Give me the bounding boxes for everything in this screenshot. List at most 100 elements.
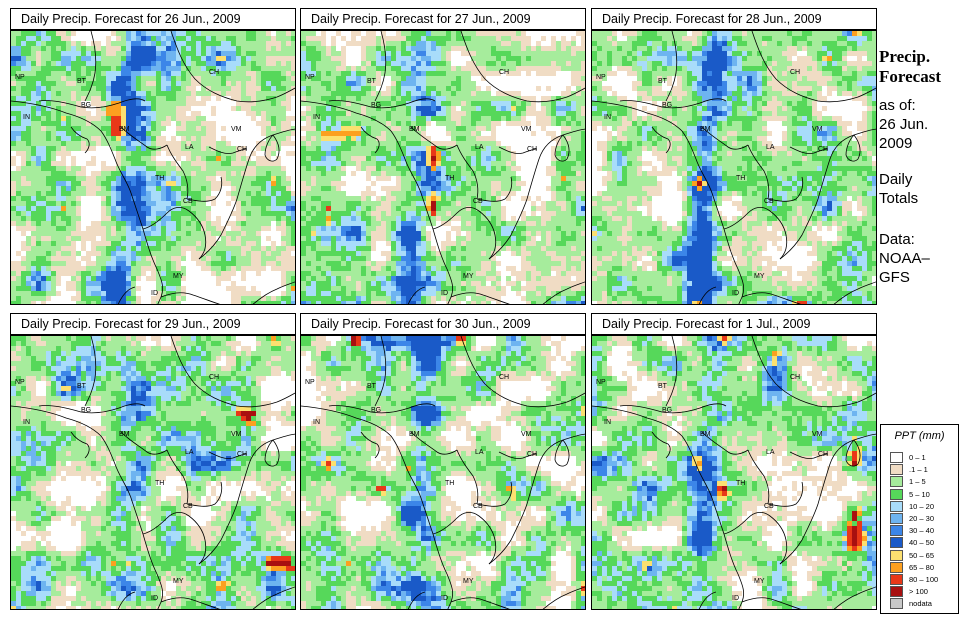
country-label-my: MY [173, 273, 184, 280]
legend-swatch [890, 561, 903, 573]
country-label-my: MY [754, 273, 765, 280]
legend-swatch [890, 574, 903, 585]
country-label-np: NP [596, 379, 606, 386]
country-label-cb: CB [473, 198, 483, 205]
country-label-bm: BM [700, 126, 711, 133]
country-label-id: ID [732, 290, 739, 297]
panel-title: Daily Precip. Forecast for 27 Jun., 2009 [300, 8, 586, 30]
country-label-id: ID [441, 290, 448, 297]
country-label-cb: CB [473, 503, 483, 510]
country-label-cb: CB [183, 503, 193, 510]
country-label-id: ID [151, 595, 158, 602]
country-label-bg: BG [662, 407, 672, 414]
country-label-bt: BT [77, 78, 87, 85]
country-label-la: LA [185, 144, 194, 151]
country-label-id: ID [732, 595, 739, 602]
as-of-day: 26 Jun. [879, 116, 929, 133]
country-label-np: NP [305, 379, 315, 386]
country-label-vm: VM [812, 126, 823, 133]
forecast-panel-1: Daily Precip. Forecast for 26 Jun., 2009… [10, 8, 296, 305]
precip-map-svg: NP BT BG CH IN BM VM LA TH CB MY ID CH [592, 31, 876, 304]
legend-label: 50 – 65 [909, 550, 935, 560]
forecast-panel-2: Daily Precip. Forecast for 27 Jun., 2009… [300, 8, 586, 305]
precip-map-svg: NP BT BG CH IN BM VM LA TH CB MY ID CH [11, 31, 295, 304]
country-label-in: IN [313, 114, 320, 121]
precip-map: NP BT BG CH IN BM VM LA TH CB MY ID CH [591, 335, 877, 610]
country-label-cb: CB [764, 198, 774, 205]
data-line3: GFS [879, 269, 910, 286]
sidebar-title-line2: Forecast [879, 67, 941, 86]
legend-swatch [890, 537, 903, 549]
legend-label: 20 – 30 [909, 514, 935, 523]
country-label-in: IN [23, 114, 30, 121]
ppt-legend: PPT (mm) 0 – 1 .1 – 1 1 – 5 5 – 10 10 – 20 20… [880, 424, 959, 614]
country-label-vm: VM [231, 126, 242, 133]
country-label-my: MY [754, 578, 765, 585]
country-label-id: ID [441, 595, 448, 602]
precip-map-svg: NP BT BG CH IN BM VM LA TH CB MY ID CH [301, 31, 585, 304]
country-label-bg: BG [81, 102, 91, 109]
legend-label: 40 – 50 [909, 538, 935, 548]
legend-label: 30 – 40 [909, 526, 935, 536]
as-of-date: as of: 26 Jun. 2009 [879, 96, 928, 153]
country-label-np: NP [15, 74, 25, 81]
country-label-ch: CH [527, 451, 537, 458]
country-label-cb: CB [764, 503, 774, 510]
country-label-vm: VM [521, 431, 532, 438]
country-label-ch: CH [499, 374, 509, 381]
country-label-bt: BT [658, 383, 668, 390]
country-label-in: IN [604, 419, 611, 426]
country-label-ch: CH [818, 451, 828, 458]
forecast-panel-3: Daily Precip. Forecast for 28 Jun., 2009… [591, 8, 877, 305]
country-label-bg: BG [81, 407, 91, 414]
country-label-vm: VM [812, 431, 823, 438]
country-label-bg: BG [371, 407, 381, 414]
as-of-year: 2009 [879, 135, 913, 152]
precip-map-svg: NP BT BG CH IN BM VM LA TH CB MY ID CH [592, 336, 876, 609]
country-label-th: TH [736, 175, 745, 182]
country-label-th: TH [155, 175, 164, 182]
country-label-bg: BG [371, 102, 381, 109]
legend-swatch [890, 488, 903, 500]
country-label-la: LA [185, 449, 194, 456]
country-label-my: MY [463, 578, 474, 585]
country-label-vm: VM [521, 126, 532, 133]
country-label-my: MY [173, 578, 184, 585]
legend-swatch [890, 464, 903, 476]
data-line2: NOAA– [879, 250, 930, 267]
country-label-bt: BT [367, 78, 377, 85]
country-label-bt: BT [77, 383, 87, 390]
country-label-ch: CH [237, 146, 247, 153]
legend-label: 65 – 80 [909, 562, 935, 572]
country-label-bm: BM [700, 431, 711, 438]
panel-title: Daily Precip. Forecast for 30 Jun., 2009 [300, 313, 586, 335]
country-label-in: IN [313, 419, 320, 426]
legend-swatch [890, 525, 903, 537]
daily-totals-note: Daily Totals [879, 170, 918, 208]
country-label-bt: BT [658, 78, 668, 85]
legend-swatch [890, 476, 903, 488]
legend-label: 80 – 100 [909, 575, 939, 584]
country-label-ch: CH [237, 451, 247, 458]
legend-label: 5 – 10 [909, 489, 930, 499]
panel-title: Daily Precip. Forecast for 29 Jun., 2009 [10, 313, 296, 335]
country-label-th: TH [445, 175, 454, 182]
legend-swatch [890, 500, 903, 512]
country-label-bm: BM [409, 126, 420, 133]
country-label-ch: CH [527, 146, 537, 153]
legend-swatch [890, 452, 903, 463]
country-label-th: TH [155, 480, 164, 487]
legend-label: nodata [909, 599, 932, 609]
country-label-bg: BG [662, 102, 672, 109]
panel-title: Daily Precip. Forecast for 26 Jun., 2009 [10, 8, 296, 30]
country-label-ch: CH [790, 69, 800, 76]
forecast-panel-5: Daily Precip. Forecast for 30 Jun., 2009… [300, 313, 586, 610]
country-label-ch: CH [790, 374, 800, 381]
country-label-la: LA [766, 449, 775, 456]
country-label-vm: VM [231, 431, 242, 438]
country-label-my: MY [463, 273, 474, 280]
precip-map: NP BT BG CH IN BM VM LA TH CB MY ID CH [10, 335, 296, 610]
legend-swatch [890, 586, 903, 598]
country-label-ch: CH [818, 146, 828, 153]
country-label-np: NP [305, 74, 315, 81]
